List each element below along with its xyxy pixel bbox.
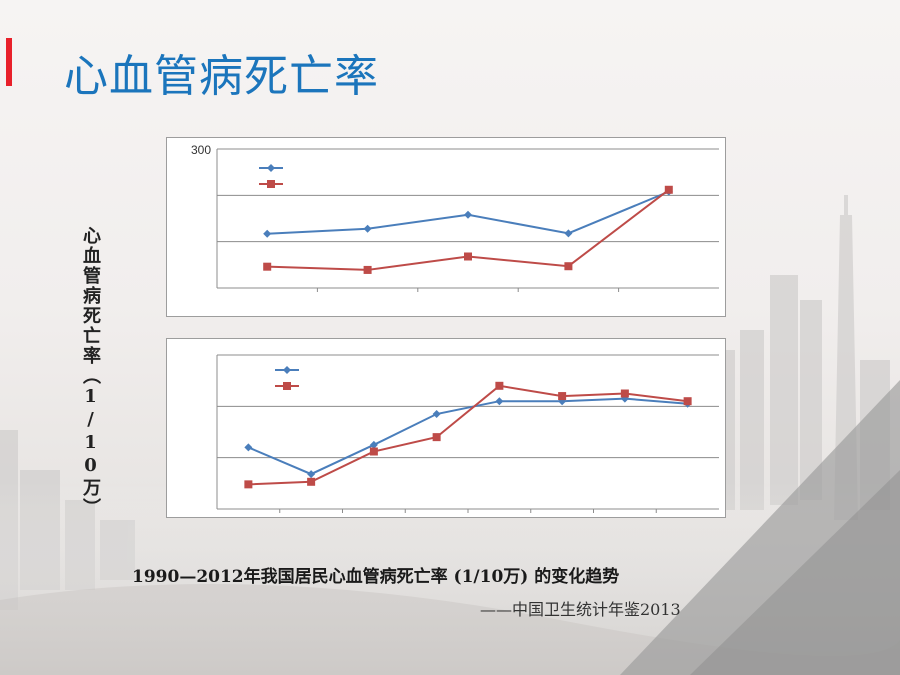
data-point-series-2 — [620, 389, 629, 398]
data-point-series-1 — [495, 397, 504, 406]
data-point-series-2 — [263, 262, 272, 271]
data-point-series-1 — [564, 229, 573, 238]
series-line-2 — [248, 384, 688, 486]
chart-bottom — [166, 338, 726, 518]
data-point-series-1 — [432, 410, 441, 419]
y-tick-label: 300 — [191, 143, 211, 157]
slide-title: 心血管病死亡率 — [64, 51, 379, 102]
data-point-series-2 — [558, 392, 567, 401]
data-point-series-2 — [495, 381, 504, 390]
source-note: ——中国卫生统计年鉴2013 — [480, 600, 681, 619]
data-point-series-1 — [263, 229, 272, 238]
data-point-series-1 — [369, 440, 378, 449]
data-point-series-1 — [363, 224, 372, 233]
data-point-series-2 — [664, 185, 673, 194]
y-axis-label: 心血管病死亡率（1/10万） — [80, 226, 101, 518]
data-point-series-2 — [369, 447, 378, 456]
title-accent-bar — [6, 38, 12, 86]
data-point-series-2 — [363, 265, 372, 274]
series-line-1 — [247, 397, 688, 476]
data-point-series-2 — [432, 433, 441, 442]
legend-marker-2 — [283, 382, 291, 390]
chart-bottom-plot — [216, 354, 719, 513]
legend-marker-1 — [283, 366, 291, 374]
data-point-series-2 — [564, 262, 573, 271]
data-point-series-1 — [307, 470, 316, 479]
legend-marker-2 — [267, 180, 275, 188]
data-point-series-1 — [244, 443, 253, 452]
data-point-series-2 — [307, 477, 316, 486]
data-point-series-2 — [464, 252, 472, 261]
data-point-series-1 — [620, 394, 629, 403]
data-point-series-2 — [683, 397, 692, 406]
chart-top: 300 — [166, 137, 726, 317]
chart-caption: 1990—2012年我国居民心血管病死亡率 (1/10万) 的变化趋势 — [132, 567, 620, 587]
chart-top-plot: 300 — [191, 143, 719, 292]
data-point-series-1 — [464, 210, 472, 219]
data-point-series-2 — [244, 480, 253, 489]
legend-marker-1 — [267, 164, 275, 172]
